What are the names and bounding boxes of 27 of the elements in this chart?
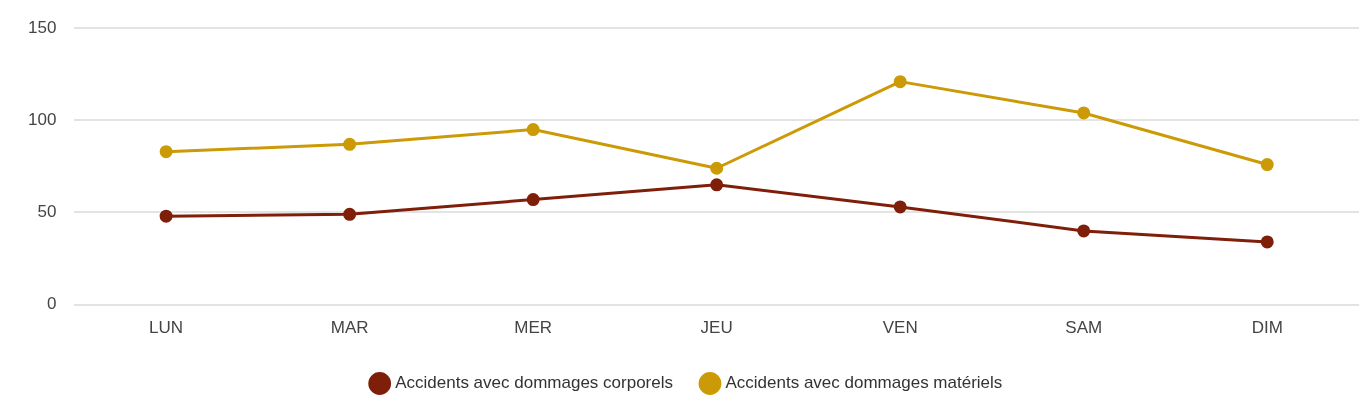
x-tick-label: SAM — [1065, 318, 1103, 338]
x-tick-label: VEN — [882, 318, 918, 338]
legend-label: Accidents avec dommages matériels — [725, 373, 1003, 393]
point — [159, 145, 173, 159]
point — [526, 193, 540, 207]
x-tick-label: MAR — [330, 318, 369, 338]
point — [710, 161, 724, 175]
legend-label: Accidents avec dommages corporels — [395, 373, 673, 393]
y-tick-label: 50 — [37, 202, 57, 222]
point — [1077, 106, 1091, 120]
point — [893, 75, 907, 89]
point — [526, 123, 540, 137]
point — [893, 200, 907, 214]
point — [343, 207, 357, 221]
point — [343, 137, 357, 151]
x-tick-label: LUN — [149, 318, 184, 338]
x-tick-label: MER — [514, 318, 553, 338]
y-tick-label: 100 — [27, 110, 57, 130]
point — [159, 209, 173, 223]
point — [1077, 224, 1091, 238]
point — [710, 178, 724, 192]
point — [1260, 235, 1274, 249]
point — [1260, 158, 1274, 172]
x-tick-label: JEU — [700, 318, 733, 338]
y-tick-label: 0 — [46, 294, 57, 314]
x-tick-label: DIM — [1251, 318, 1283, 338]
y-tick-label: 150 — [27, 17, 57, 37]
